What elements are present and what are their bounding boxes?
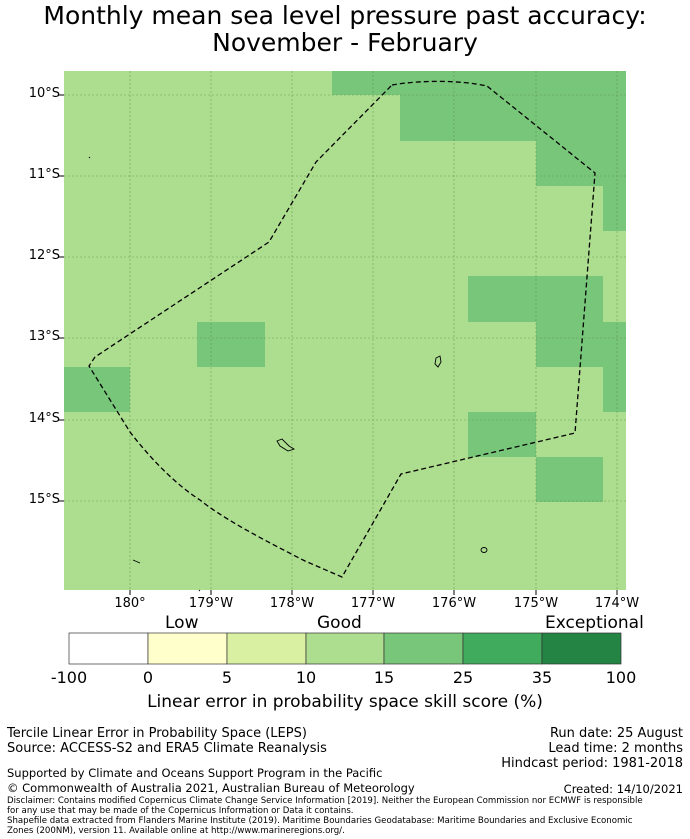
- island-icon: [88, 156, 91, 159]
- island-icon: [480, 547, 488, 553]
- copyright: © Commonwealth of Australia 2021, Austra…: [7, 781, 415, 795]
- lat-label: 13°S: [28, 329, 60, 344]
- skill-cell: [468, 412, 536, 457]
- skill-cell: [332, 71, 626, 95]
- run-date: Run date: 25 August: [549, 726, 683, 741]
- colorbar-segment: [383, 632, 464, 665]
- skill-cell: [603, 186, 626, 231]
- map-figure: [59, 71, 626, 665]
- lat-label: 10°S: [28, 86, 60, 101]
- disclaimer-text: Disclaimer: Contains modified Copernicus…: [7, 796, 643, 816]
- skill-cell: [400, 95, 626, 141]
- lat-label: 14°S: [28, 411, 60, 426]
- colorbar-tick-label: 35: [531, 668, 553, 687]
- chart-title-line1: Monthly mean sea level pressure past acc…: [43, 1, 647, 30]
- category-low: Low: [165, 613, 199, 633]
- colorbar-tick-label: 0: [142, 668, 154, 687]
- colorbar-segment: [68, 632, 149, 665]
- created-date: Created: 14/10/2021: [563, 782, 683, 796]
- skill-cell: [603, 367, 626, 412]
- lon-label: 180°: [114, 596, 146, 611]
- disclaimer: Disclaimer: Contains modified Copernicus…: [7, 796, 657, 836]
- support-note: Supported by Climate and Oceans Support …: [7, 766, 383, 780]
- lat-label: 12°S: [28, 248, 60, 263]
- colorbar-segment: [226, 632, 307, 665]
- lon-label: 178°W: [269, 596, 315, 611]
- lead-time: Lead time: 2 months: [548, 741, 683, 756]
- shapefile-credit: Shapefile data extracted from Flanders M…: [7, 816, 633, 836]
- colorbar-segment: [462, 632, 543, 665]
- axis-ticks: [59, 94, 618, 595]
- product-name: Tercile Linear Error in Probability Spac…: [7, 726, 307, 741]
- islands: [88, 156, 488, 592]
- lon-label: 175°W: [513, 596, 559, 611]
- lon-label: 179°W: [188, 596, 234, 611]
- lon-label: 177°W: [350, 596, 396, 611]
- skill-cell: [64, 367, 130, 412]
- hindcast-period: Hindcast period: 1981-2018: [501, 756, 683, 771]
- colorbar-tick-label: 15: [373, 668, 395, 687]
- colorbar-tick-label: -100: [50, 668, 88, 687]
- colorbar-tick-label: 10: [295, 668, 317, 687]
- colorbar-title: Linear error in probability space skill …: [147, 692, 543, 712]
- map-area: [64, 71, 626, 590]
- lon-label: 174°W: [594, 596, 640, 611]
- island-icon: [132, 559, 141, 564]
- skill-cell: [468, 276, 603, 322]
- colorbar-tick-label: 100: [605, 668, 637, 687]
- graticule: [64, 71, 626, 590]
- category-exceptional: Exceptional: [545, 613, 644, 633]
- island-icon: [198, 589, 201, 592]
- skill-cell: [536, 457, 603, 502]
- colorbar-segment: [305, 632, 385, 665]
- lon-label: 176°W: [431, 596, 477, 611]
- island-icon: [434, 355, 442, 368]
- data-source: Source: ACCESS-S2 and ERA5 Climate Reana…: [7, 741, 327, 756]
- eez-boundary: [88, 80, 596, 578]
- skill-cell: [197, 322, 265, 367]
- colorbar-tick-label: 5: [221, 668, 233, 687]
- skill-cell: [536, 141, 626, 186]
- skill-cells: [64, 71, 626, 502]
- chart-title-line2: November - February: [212, 28, 478, 57]
- colorbar-segment: [147, 632, 228, 665]
- lat-label: 15°S: [28, 492, 60, 507]
- colorbar: [68, 632, 622, 665]
- lat-label: 11°S: [28, 167, 60, 182]
- category-good: Good: [317, 613, 362, 633]
- colorbar-segment: [541, 632, 622, 665]
- island-icon: [276, 438, 296, 452]
- skill-cell: [536, 322, 626, 367]
- colorbar-tick-label: 25: [452, 668, 474, 687]
